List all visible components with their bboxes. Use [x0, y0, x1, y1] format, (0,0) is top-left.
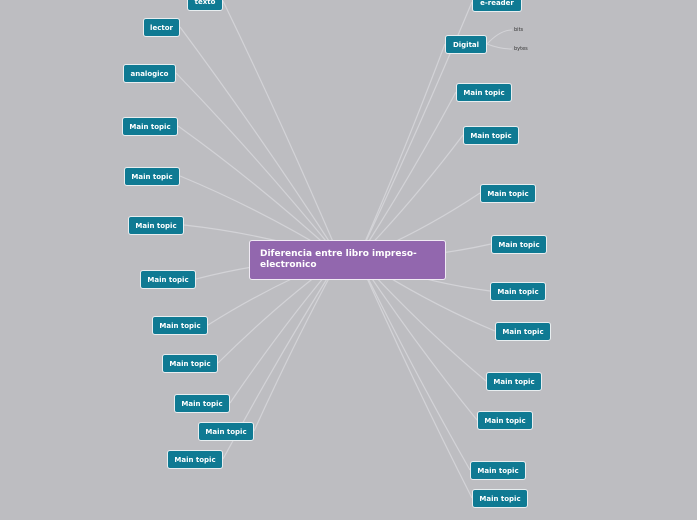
- central-topic[interactable]: Diferencia entre libro impreso-electroni…: [249, 240, 446, 280]
- connector-line: [253, 257, 341, 432]
- connector-line: [357, 43, 446, 259]
- topic-node[interactable]: Digital: [445, 35, 487, 54]
- topic-node[interactable]: lector: [143, 18, 180, 37]
- topic-node[interactable]: Main topic: [198, 422, 254, 441]
- topic-node[interactable]: Main topic: [491, 235, 547, 254]
- topic-node[interactable]: Main topic: [124, 167, 180, 186]
- connector-line: [357, 257, 473, 499]
- connector-line: [222, 0, 341, 259]
- topic-node[interactable]: Main topic: [456, 83, 512, 102]
- subtopic-bits[interactable]: bits: [514, 27, 524, 33]
- topic-node[interactable]: e-reader: [472, 0, 522, 12]
- topic-node[interactable]: Main topic: [477, 411, 533, 430]
- connector-line: [486, 29, 513, 45]
- topic-node[interactable]: Main topic: [167, 450, 223, 469]
- connector-line: [486, 43, 513, 50]
- subtopic-bytes[interactable]: bytes: [514, 46, 528, 52]
- topic-node[interactable]: Main topic: [490, 282, 546, 301]
- connector-line: [175, 72, 341, 259]
- topic-node[interactable]: Main topic: [140, 270, 196, 289]
- topic-node[interactable]: Main topic: [128, 216, 184, 235]
- topic-node[interactable]: Main topic: [152, 316, 208, 335]
- connector-line: [179, 26, 341, 259]
- topic-node[interactable]: Main topic: [174, 394, 230, 413]
- connector-line: [357, 91, 457, 259]
- topic-node[interactable]: texto: [187, 0, 223, 11]
- connector-line: [357, 257, 478, 421]
- topic-node[interactable]: Main topic: [486, 372, 542, 391]
- topic-node[interactable]: Main topic: [463, 126, 519, 145]
- topic-node[interactable]: Main topic: [162, 354, 218, 373]
- connector-line: [177, 125, 341, 259]
- connector-line: [357, 257, 471, 471]
- topic-node[interactable]: Main topic: [470, 461, 526, 480]
- topic-node[interactable]: Main topic: [495, 322, 551, 341]
- topic-node[interactable]: Main topic: [480, 184, 536, 203]
- topic-node[interactable]: Main topic: [122, 117, 178, 136]
- topic-node[interactable]: analogico: [123, 64, 176, 83]
- topic-node[interactable]: Main topic: [472, 489, 528, 508]
